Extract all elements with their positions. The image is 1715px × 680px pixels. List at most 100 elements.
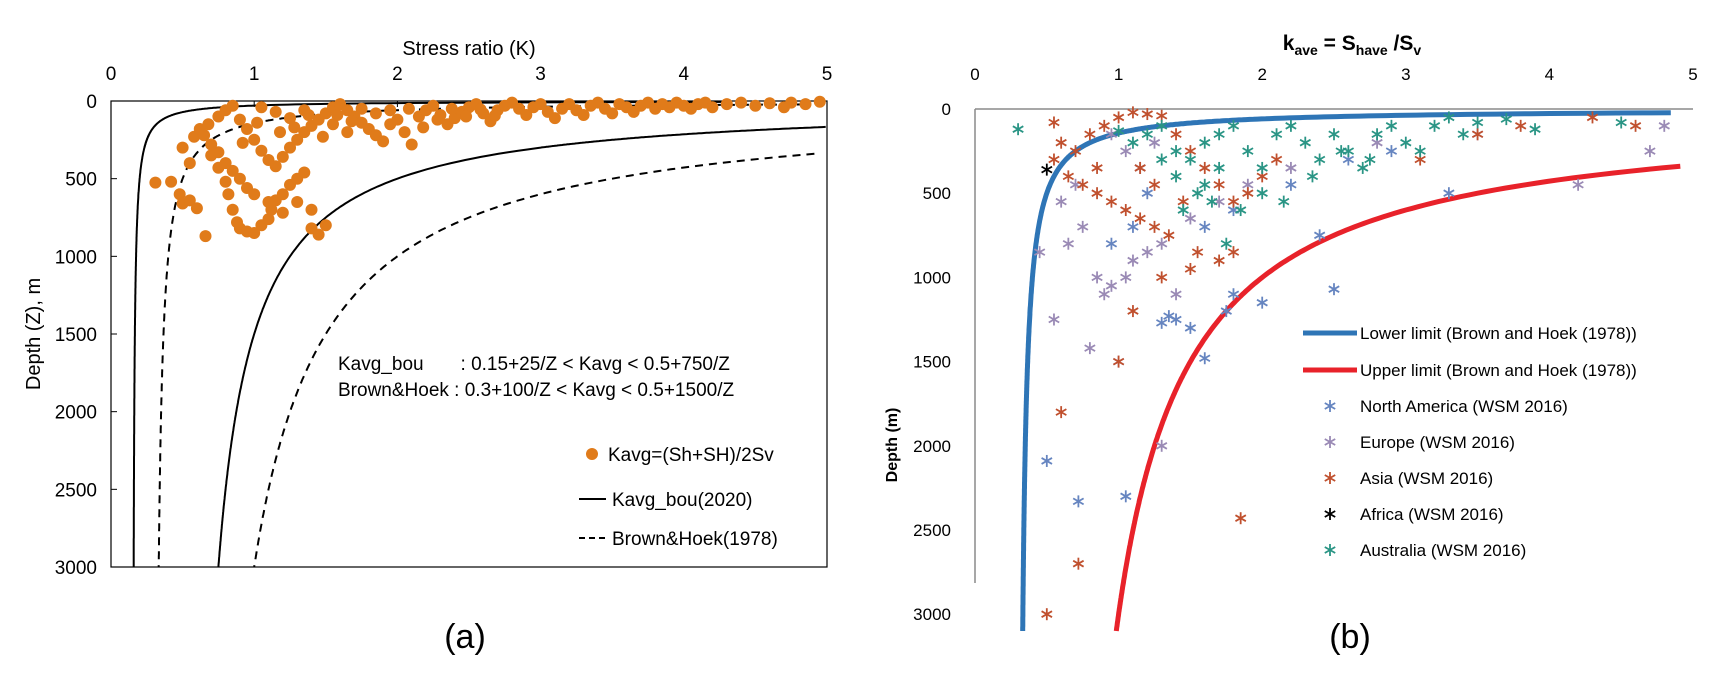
panel-b-point-north-america (1184, 321, 1197, 334)
panel-a-point (341, 126, 354, 139)
panel-a-curves (132, 100, 826, 568)
panel-b-point-asia (1062, 170, 1075, 183)
panel-b-point-north-america (1041, 454, 1053, 467)
panel-b-point-asia (1055, 406, 1067, 419)
panel-a-point (276, 206, 289, 219)
panel-b-point-north-america (1120, 490, 1132, 503)
panel-b-point-australia (1234, 204, 1247, 217)
panel-a-point (474, 103, 487, 116)
panel-b-point-north-america (1285, 178, 1297, 191)
panel-b-point-australia (1615, 116, 1627, 129)
panel-b-point-australia (1400, 136, 1412, 149)
panel-b-point-asia (1127, 305, 1139, 318)
panel-b-point-europe (1055, 195, 1067, 208)
panel-b-y-tick-label: 500 (923, 184, 951, 203)
panel-b-title: kave = Shave /Sv (1283, 32, 1422, 58)
panel-b-point-australia (1256, 161, 1268, 174)
panel-b-point-asia (1270, 153, 1283, 166)
panel-a-point (398, 126, 411, 139)
panel-b-point-asia (1515, 119, 1527, 132)
panel-b-y-tick-label: 1000 (913, 268, 951, 287)
panel-b-x-tick-label: 0 (970, 65, 979, 84)
panel-b-point-europe (1156, 237, 1168, 250)
panel-b-point-asia (1041, 608, 1053, 621)
panel-b-point-australia (1428, 119, 1441, 132)
panel-b-x-tick-label: 5 (1688, 65, 1697, 84)
panel-b-point-asia (1170, 128, 1182, 141)
panel-a-point (255, 101, 268, 114)
panel-b-point-australia (1227, 119, 1240, 132)
panel-b-point-europe (1184, 212, 1197, 225)
panel-b-point-australia (1313, 153, 1326, 166)
panel-b-point-north-america (1127, 220, 1139, 233)
panel-b-point-asia (1199, 161, 1211, 174)
panel-b-point-north-america (1328, 283, 1340, 296)
panel-b-point-europe (1069, 178, 1082, 191)
panel-b-point-africa (1041, 163, 1053, 176)
panel-a-point (248, 133, 261, 146)
panel-a-annotation-kavg-bou: Kavg_bou : 0.15+25/Z < Kavg < 0.5+750/Z (338, 354, 730, 375)
panel-b-point-australia (1529, 123, 1541, 136)
panel-a-point (241, 123, 253, 135)
panel-b-point-asia (1077, 178, 1089, 191)
panel-b-point-asia (1048, 116, 1060, 129)
panel-a-point (327, 118, 339, 131)
panel-a-x-tick-label: 3 (535, 64, 546, 85)
panel-b-point-australia (1364, 153, 1376, 166)
panel-a-point (799, 98, 812, 111)
panel-a-point (391, 113, 404, 126)
panel-a-point (445, 102, 458, 115)
panel-b-point-australia (1256, 187, 1268, 200)
panel-a-point (548, 112, 561, 125)
legend-label-europe: Europe (WSM 2016) (1360, 433, 1515, 452)
panel-b-point-north-america (1256, 296, 1268, 309)
legend-label-upper-limit: Upper limit (Brown and Hoek (1978)) (1360, 361, 1637, 380)
panel-b-y-axis-label: Depth (m) (884, 408, 901, 483)
panel-a-point (205, 138, 218, 151)
legend-marker-europe (1324, 436, 1336, 448)
panel-a-point (198, 129, 211, 142)
panel-a-point (377, 135, 390, 148)
panel-a-point (199, 230, 212, 243)
panel-a-point (183, 194, 196, 207)
panel-a-point (241, 182, 253, 194)
panel-b-point-australia (1220, 237, 1232, 250)
panel-b-point-europe (1644, 145, 1656, 158)
panel-b-point-australia (1177, 204, 1189, 217)
panel-a-y-tick-label: 0 (86, 92, 97, 113)
legend-marker-north-america (1324, 400, 1336, 412)
panel-a-point (255, 144, 268, 157)
panel-b-point-asia (1148, 178, 1161, 191)
panel-a-point (149, 176, 162, 189)
panel-a-point (302, 109, 315, 121)
panel-b-point-asia (1184, 262, 1197, 275)
panel-b-point-australia (1357, 161, 1369, 174)
panel-a-point (577, 109, 590, 121)
panel-a-point (202, 118, 215, 131)
panel-b-x-ticks: 0 1 2 3 4 5 (970, 65, 1697, 84)
panel-a-point (236, 136, 249, 149)
panel-b-point-asia (1091, 161, 1103, 174)
panel-b-point-europe (1156, 439, 1168, 452)
panel-b-point-australia (1278, 195, 1290, 208)
panel-a-point (369, 107, 382, 120)
panel-a-point (276, 150, 289, 163)
legend-marker-africa (1324, 508, 1336, 520)
panel-b-point-asia (1134, 212, 1146, 225)
panel-b-point-asia (1091, 187, 1103, 200)
panel-a-point (813, 95, 826, 108)
panel-b-point-europe (1285, 161, 1297, 174)
panel-b-point-north-america (1227, 288, 1240, 301)
panel-b-point-asia (1191, 246, 1204, 259)
panel-b-point-asia (1213, 178, 1225, 191)
panel-a-point (222, 188, 235, 201)
panel-b-point-australia (1414, 145, 1426, 158)
panel-b-y-tick-label: 1500 (913, 353, 951, 372)
panel-b-point-australia (1500, 113, 1512, 126)
panel-b-point-europe (1048, 313, 1060, 326)
panel-b: kave = Shave /Sv Depth (m) 0 1 2 3 4 5 0 500 10… (884, 32, 1698, 656)
panel-b-point-europe (1658, 119, 1670, 132)
panel-a-point (176, 141, 189, 154)
panel-a-x-tick-label: 4 (679, 64, 690, 85)
